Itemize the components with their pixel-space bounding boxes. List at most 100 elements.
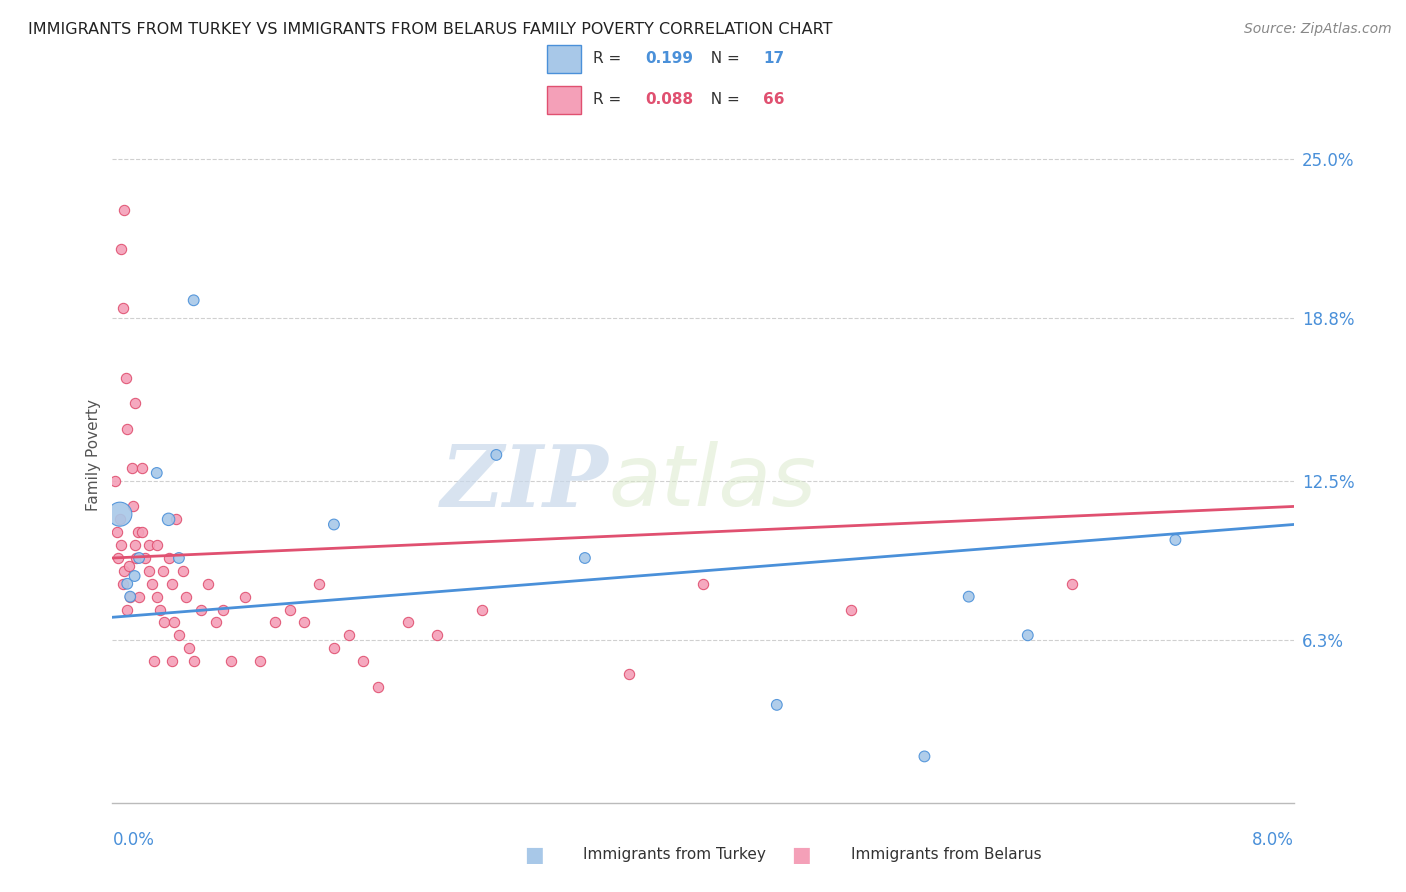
- Point: [619, 667, 641, 681]
- Point: [152, 564, 174, 578]
- Point: [205, 615, 228, 630]
- Point: [128, 551, 150, 566]
- Point: [396, 615, 419, 630]
- Point: [839, 602, 862, 616]
- Point: [108, 507, 131, 521]
- Point: [128, 590, 150, 604]
- Point: [352, 654, 374, 668]
- Point: [146, 466, 169, 480]
- Point: [142, 654, 165, 668]
- Point: [160, 576, 183, 591]
- Point: [190, 602, 212, 616]
- Text: ■: ■: [792, 845, 811, 864]
- Point: [124, 569, 146, 583]
- Text: 8.0%: 8.0%: [1251, 831, 1294, 849]
- Text: R =: R =: [593, 93, 626, 107]
- Point: [114, 370, 136, 384]
- Text: Source: ZipAtlas.com: Source: ZipAtlas.com: [1244, 22, 1392, 37]
- Point: [174, 590, 197, 604]
- Point: [125, 551, 148, 566]
- Point: [183, 654, 205, 668]
- Text: 17: 17: [763, 52, 785, 66]
- Point: [337, 628, 360, 642]
- Point: [131, 460, 153, 475]
- Point: [367, 680, 389, 694]
- Point: [146, 590, 169, 604]
- Point: [323, 517, 346, 532]
- Point: [278, 602, 301, 616]
- Point: [146, 538, 169, 552]
- FancyBboxPatch shape: [547, 45, 581, 73]
- Point: [766, 698, 789, 712]
- Point: [179, 641, 201, 656]
- Point: [149, 602, 172, 616]
- Point: [957, 590, 980, 604]
- Text: 0.0%: 0.0%: [112, 831, 155, 849]
- Point: [121, 460, 143, 475]
- Point: [124, 396, 146, 410]
- Point: [127, 525, 149, 540]
- Point: [120, 590, 142, 604]
- Point: [131, 525, 153, 540]
- Point: [111, 301, 134, 315]
- Point: [292, 615, 315, 630]
- Text: 0.199: 0.199: [645, 52, 693, 66]
- Point: [249, 654, 271, 668]
- Point: [153, 615, 176, 630]
- Text: atlas: atlas: [609, 442, 817, 524]
- Point: [108, 512, 131, 526]
- Point: [117, 576, 138, 591]
- Point: [110, 242, 132, 256]
- Point: [172, 564, 194, 578]
- Point: [110, 538, 132, 552]
- Point: [134, 551, 156, 566]
- Point: [138, 538, 160, 552]
- Point: [264, 615, 287, 630]
- Point: [167, 551, 190, 566]
- Point: [104, 474, 127, 488]
- Point: [141, 576, 163, 591]
- Y-axis label: Family Poverty: Family Poverty: [86, 399, 101, 511]
- Text: IMMIGRANTS FROM TURKEY VS IMMIGRANTS FROM BELARUS FAMILY POVERTY CORRELATION CHA: IMMIGRANTS FROM TURKEY VS IMMIGRANTS FRO…: [28, 22, 832, 37]
- Point: [197, 576, 219, 591]
- Point: [165, 512, 187, 526]
- Point: [112, 564, 135, 578]
- Point: [308, 576, 330, 591]
- Text: N =: N =: [702, 93, 745, 107]
- Point: [124, 538, 146, 552]
- Point: [160, 654, 183, 668]
- Point: [111, 576, 134, 591]
- Point: [1062, 576, 1084, 591]
- Point: [138, 564, 160, 578]
- Point: [183, 293, 205, 308]
- Point: [118, 558, 141, 573]
- Point: [107, 551, 129, 566]
- Point: [112, 203, 135, 218]
- Point: [120, 590, 142, 604]
- Text: ZIP: ZIP: [440, 441, 609, 524]
- Point: [212, 602, 235, 616]
- Point: [426, 628, 449, 642]
- Point: [117, 602, 138, 616]
- Point: [163, 615, 186, 630]
- Text: ■: ■: [524, 845, 544, 864]
- Text: N =: N =: [702, 52, 745, 66]
- FancyBboxPatch shape: [547, 86, 581, 114]
- Point: [1164, 533, 1187, 547]
- Point: [233, 590, 256, 604]
- Point: [117, 422, 138, 436]
- Point: [470, 602, 494, 616]
- Point: [105, 525, 128, 540]
- Point: [574, 551, 596, 566]
- Point: [485, 448, 508, 462]
- Text: R =: R =: [593, 52, 626, 66]
- Point: [122, 500, 145, 514]
- Text: Immigrants from Turkey: Immigrants from Turkey: [583, 847, 766, 862]
- Text: 66: 66: [763, 93, 785, 107]
- Point: [1017, 628, 1039, 642]
- Point: [157, 512, 180, 526]
- Point: [692, 576, 714, 591]
- Point: [219, 654, 242, 668]
- Text: 0.088: 0.088: [645, 93, 693, 107]
- Point: [167, 628, 190, 642]
